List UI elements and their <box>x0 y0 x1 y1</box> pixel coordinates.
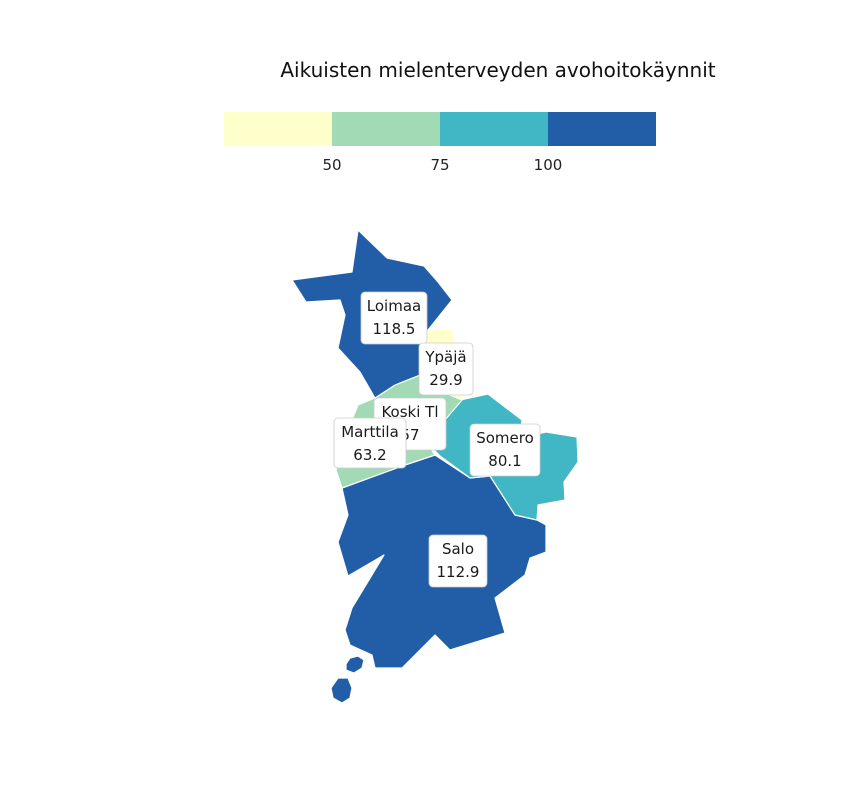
label-somero-value: 80.1 <box>488 452 521 470</box>
label-salo-name: Salo <box>442 540 474 558</box>
legend-swatch-2 <box>332 112 440 146</box>
legend-swatch-1 <box>224 112 332 146</box>
label-marttila-value: 63.2 <box>353 446 386 464</box>
label-salo-value: 112.9 <box>437 563 480 581</box>
legend-swatch-4 <box>548 112 656 146</box>
label-koski-tl-name: Koski Tl <box>381 403 438 421</box>
label-ypaja-value: 29.9 <box>429 371 462 389</box>
map-title: Aikuisten mielenterveyden avohoitokäynni… <box>280 58 715 82</box>
label-somero: Somero 80.1 <box>469 423 541 477</box>
legend-break-2: 75 <box>430 156 449 174</box>
color-legend: 50 75 100 <box>224 112 656 174</box>
label-marttila-name: Marttila <box>341 423 399 441</box>
label-ypaja-name: Ypäjä <box>424 348 466 366</box>
label-somero-name: Somero <box>476 429 534 447</box>
label-loimaa-name: Loimaa <box>367 297 421 315</box>
region-salo-island-1 <box>345 655 365 674</box>
label-loimaa: Loimaa 118.5 <box>360 291 428 345</box>
legend-swatch-3 <box>440 112 548 146</box>
label-ypaja: Ypäjä 29.9 <box>418 342 474 396</box>
region-labels: Loimaa 118.5 Ypäjä 29.9 Koski Tl 57 Mart… <box>333 291 541 588</box>
label-salo: Salo 112.9 <box>428 534 488 588</box>
region-salo-island-2 <box>330 677 353 704</box>
label-marttila: Marttila 63.2 <box>333 417 407 469</box>
legend-break-3: 100 <box>534 156 563 174</box>
label-loimaa-value: 118.5 <box>373 320 416 338</box>
legend-break-1: 50 <box>322 156 341 174</box>
